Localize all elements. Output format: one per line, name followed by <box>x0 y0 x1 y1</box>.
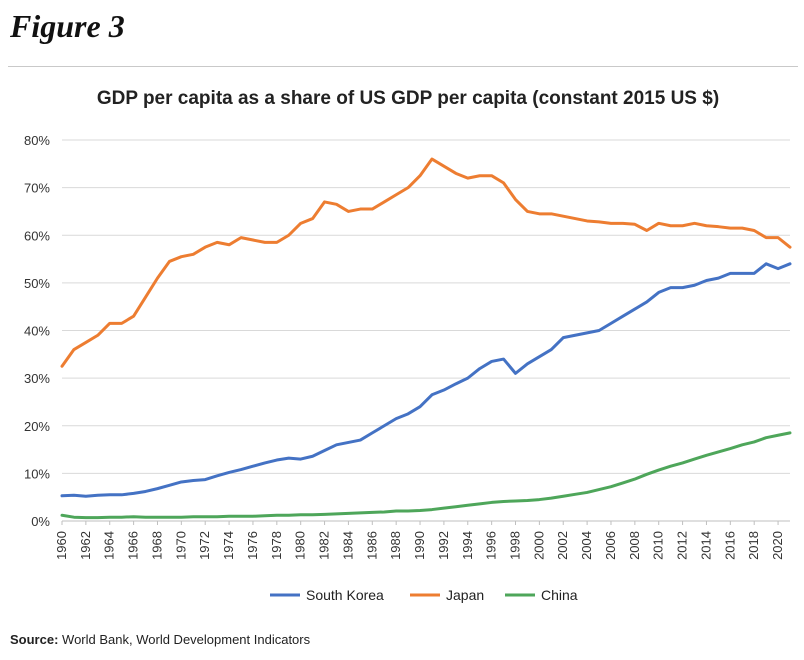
figure-label: Figure 3 <box>10 8 125 44</box>
y-tick-label: 80% <box>24 133 50 148</box>
y-tick-label: 70% <box>24 181 50 196</box>
top-divider <box>8 66 798 67</box>
x-tick-label: 2014 <box>698 531 713 560</box>
y-tick-label: 50% <box>24 276 50 291</box>
x-tick-label: 2020 <box>770 531 785 560</box>
x-tick-label: 1964 <box>102 531 117 560</box>
chart-title: GDP per capita as a share of US GDP per … <box>97 88 719 109</box>
series-lines <box>60 157 792 520</box>
x-tick-label: 2004 <box>579 531 594 560</box>
x-tick-label: 2008 <box>627 531 642 560</box>
x-tick-label: 2018 <box>746 531 761 560</box>
x-tick-label: 1988 <box>388 531 403 560</box>
x-tick-label: 1984 <box>340 531 355 560</box>
source-separator: : <box>54 632 59 647</box>
y-tick-label: 10% <box>24 466 50 481</box>
x-tick-label: 2016 <box>722 531 737 560</box>
x-tick-label: 1972 <box>197 531 212 560</box>
x-tick-label: 1968 <box>149 531 164 560</box>
series-line-japan <box>60 157 792 368</box>
x-tick-label: 1994 <box>460 531 475 560</box>
x-tick-label: 1962 <box>78 531 93 560</box>
x-tick-label: 1980 <box>293 531 308 560</box>
legend-label: Japan <box>446 587 484 603</box>
series-line-china <box>60 431 792 520</box>
gridlines <box>62 139 790 522</box>
x-axis-ticks: 1960 1962 1964 1966 1968 1970 1972 1974 1976 1978… <box>54 521 785 560</box>
x-tick-label: 1990 <box>412 531 427 560</box>
x-tick-label: 2002 <box>555 531 570 560</box>
legend: South Korea Japan China <box>270 587 578 603</box>
x-tick-label: 1982 <box>317 531 332 560</box>
legend-label: China <box>541 587 578 603</box>
y-tick-label: 0% <box>31 514 50 529</box>
y-tick-label: 40% <box>24 324 50 339</box>
x-tick-label: 1960 <box>54 531 69 560</box>
x-tick-label: 2006 <box>603 531 618 560</box>
x-tick-label: 1970 <box>173 531 188 560</box>
y-tick-label: 30% <box>24 371 50 386</box>
x-tick-label: 1996 <box>484 531 499 560</box>
source-text: World Bank, World Development Indicators <box>62 632 311 647</box>
x-tick-label: 1998 <box>508 531 523 560</box>
x-tick-label: 1966 <box>126 531 141 560</box>
line-chart: GDP per capita as a share of US GDP per … <box>24 88 792 603</box>
series-line-south-korea <box>60 262 792 498</box>
x-tick-label: 1976 <box>245 531 260 560</box>
x-tick-label: 2012 <box>675 531 690 560</box>
x-tick-label: 1986 <box>364 531 379 560</box>
source-label: Source <box>10 632 55 647</box>
x-tick-label: 2000 <box>531 531 546 560</box>
x-tick-label: 1992 <box>436 531 451 560</box>
y-axis-ticks: 0% 10% 20% 30% 40% 50% 60% 70% 80% <box>24 133 50 529</box>
source-note: Source: World Bank, World Development In… <box>10 632 310 647</box>
x-tick-label: 2010 <box>651 531 666 560</box>
y-tick-label: 20% <box>24 419 50 434</box>
y-tick-label: 60% <box>24 228 50 243</box>
x-tick-label: 1974 <box>221 531 236 560</box>
legend-label: South Korea <box>306 587 384 603</box>
x-tick-label: 1978 <box>269 531 284 560</box>
